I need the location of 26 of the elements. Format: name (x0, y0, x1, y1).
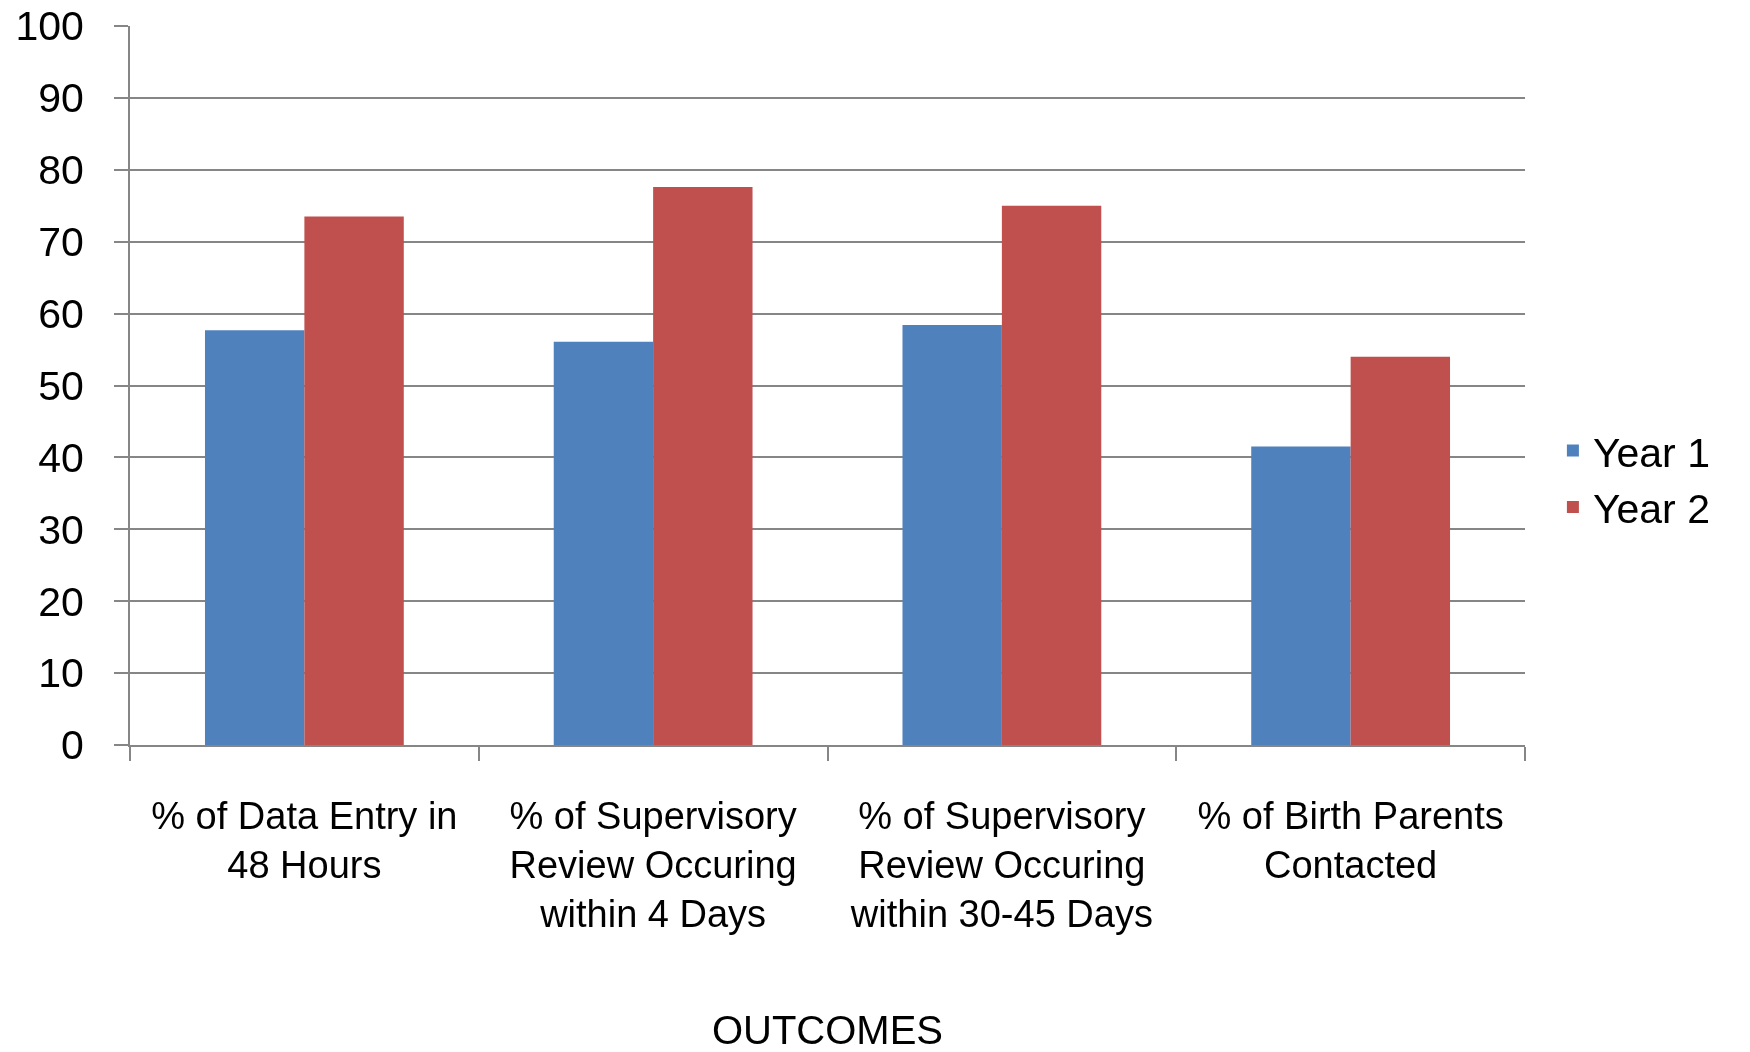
y-tick-label: 20 (38, 578, 84, 625)
x-tick-label: % of Data Entry in 48 Hours (151, 794, 458, 886)
y-tick-label: 10 (38, 650, 84, 697)
bar (304, 216, 404, 745)
legend-label: Year 2 (1592, 485, 1710, 532)
y-tick-label: 40 (38, 434, 84, 481)
x-tick-label: % of Birth Parents Contacted (1197, 794, 1504, 886)
bar (1350, 356, 1451, 745)
y-tick-label: 80 (38, 147, 84, 194)
bar (204, 330, 305, 745)
legend-label: Year 1 (1592, 429, 1710, 476)
y-tick-label: 50 (38, 362, 84, 409)
y-tick-label: 60 (38, 290, 84, 337)
x-tick-label: % of Supervisory Review Occuring within 4 Days (509, 794, 797, 936)
y-tick-label: 70 (38, 219, 84, 266)
bar (653, 187, 753, 745)
x-tick-label: % of Supervisory Review Occuring within 30-45 Days (849, 794, 1153, 936)
y-tick-label: 30 (38, 506, 84, 553)
y-tick-label: 90 (38, 75, 84, 122)
x-axis-title: OUTCOMES (711, 1008, 944, 1052)
y-tick-label: 100 (15, 3, 84, 50)
y-tick-label: 0 (60, 722, 84, 769)
bar (1001, 205, 1102, 745)
bar (553, 341, 654, 745)
bar (1251, 446, 1351, 745)
bar (902, 325, 1002, 745)
